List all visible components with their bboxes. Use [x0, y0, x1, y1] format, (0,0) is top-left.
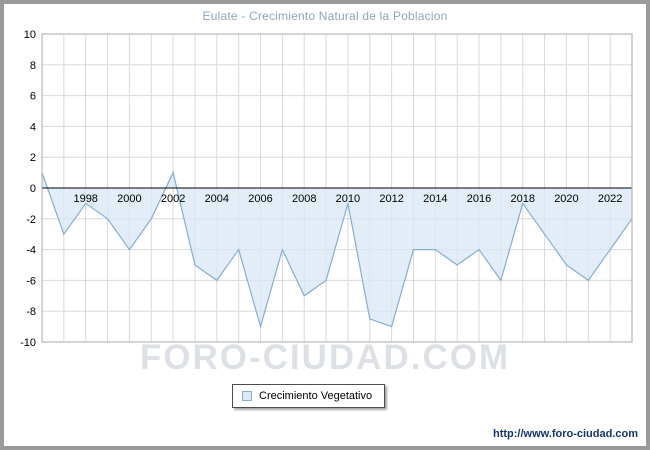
svg-text:2010: 2010 — [336, 193, 360, 205]
svg-text:8: 8 — [30, 60, 36, 72]
svg-text:4: 4 — [30, 121, 36, 133]
svg-text:6: 6 — [30, 91, 36, 103]
svg-text:2004: 2004 — [205, 193, 229, 205]
legend-label: Crecimiento Vegetativo — [259, 390, 373, 402]
chart-canvas: -10 -8 -6 -4 -2 0 2 4 6 8 10 1998 2000 2002 2004 2006 20… — [20, 29, 633, 349]
page-title: Eulate - Crecimiento Natural de la Pobla… — [202, 9, 448, 23]
svg-text:2020: 2020 — [554, 193, 578, 205]
svg-text:2008: 2008 — [292, 193, 316, 205]
svg-text:-6: -6 — [26, 275, 36, 287]
svg-text:-2: -2 — [26, 214, 36, 226]
svg-text:-4: -4 — [26, 245, 36, 257]
svg-text:1998: 1998 — [73, 193, 97, 205]
svg-text:2000: 2000 — [117, 193, 141, 205]
legend: Crecimiento Vegetativo — [232, 384, 386, 408]
footer-url-link[interactable]: http://www.foro-ciudad.com — [492, 428, 638, 440]
svg-text:2016: 2016 — [467, 193, 491, 205]
svg-text:2: 2 — [30, 152, 36, 164]
svg-text:2014: 2014 — [423, 193, 447, 205]
svg-text:-10: -10 — [20, 337, 36, 349]
svg-text:2006: 2006 — [248, 193, 272, 205]
svg-text:2002: 2002 — [161, 193, 185, 205]
svg-text:10: 10 — [24, 29, 36, 41]
legend-swatch-icon — [242, 391, 252, 401]
svg-text:2022: 2022 — [598, 193, 622, 205]
svg-text:2018: 2018 — [510, 193, 534, 205]
svg-text:-8: -8 — [26, 306, 36, 318]
svg-text:0: 0 — [30, 183, 36, 195]
svg-text:2012: 2012 — [379, 193, 403, 205]
